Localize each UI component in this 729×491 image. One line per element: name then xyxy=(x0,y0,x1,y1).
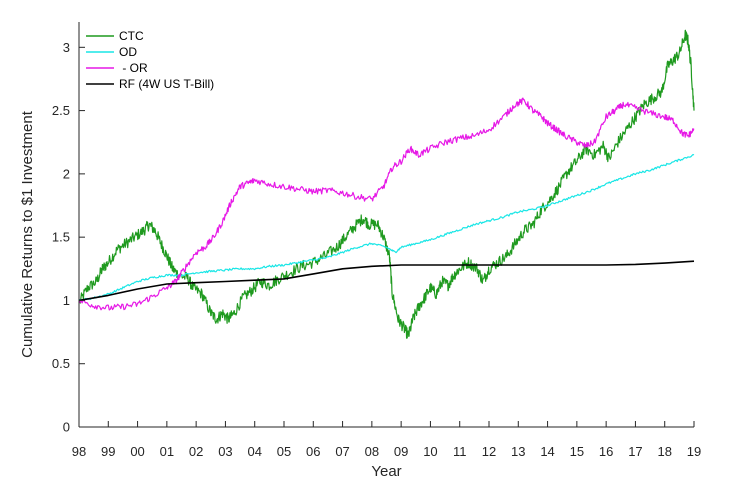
x-tick-label: 03 xyxy=(218,444,232,459)
x-tick-label: 09 xyxy=(394,444,408,459)
y-tick-label: 1.5 xyxy=(52,230,70,245)
x-tick-label: 10 xyxy=(423,444,437,459)
x-tick-label: 14 xyxy=(540,444,554,459)
y-tick-label: 1 xyxy=(63,293,70,308)
y-ticks: 0 0.5 1 1.5 2 2.5 3 xyxy=(52,40,85,435)
series-line-or xyxy=(78,97,695,311)
x-tick-label: 07 xyxy=(335,444,349,459)
series-layer xyxy=(78,29,695,339)
x-tick-label: 00 xyxy=(130,444,144,459)
legend: CTC OD - OR RF (4W US T-Bill) xyxy=(86,29,214,91)
legend-label-ctc: CTC xyxy=(119,29,144,43)
y-axis-title: Cumulative Returns to $1 Investment xyxy=(19,110,36,358)
x-tick-label: 05 xyxy=(277,444,291,459)
x-tick-label: 11 xyxy=(453,444,467,459)
y-tick-label: 3 xyxy=(63,40,70,55)
legend-label-or: - OR xyxy=(119,61,148,75)
x-tick-label: 18 xyxy=(657,444,671,459)
series-line-od xyxy=(78,153,695,302)
x-tick-label: 17 xyxy=(628,444,642,459)
x-tick-label: 02 xyxy=(189,444,203,459)
y-tick-label: 0.5 xyxy=(52,356,70,371)
y-tick-label: 2.5 xyxy=(52,103,70,118)
y-tick-label: 0 xyxy=(63,420,70,435)
y-tick-label: 2 xyxy=(63,166,70,181)
x-tick-label: 99 xyxy=(101,444,115,459)
x-tick-label: 12 xyxy=(482,444,496,459)
x-tick-label: 98 xyxy=(72,444,86,459)
x-tick-label: 13 xyxy=(511,444,525,459)
x-tick-label: 04 xyxy=(247,444,261,459)
series-line-rf-4w-us-t-bill xyxy=(78,260,695,302)
x-tick-label: 06 xyxy=(306,444,320,459)
x-tick-label: 01 xyxy=(160,444,174,459)
legend-label-od: OD xyxy=(119,45,137,59)
legend-label-rf-4w-us-t-bill: RF (4W US T-Bill) xyxy=(119,77,214,91)
x-tick-label: 08 xyxy=(365,444,379,459)
x-tick-label: 19 xyxy=(687,444,701,459)
x-ticks: 98 99 00 01 02 03 04 05 06 07 08 09 10 11 12 13 14 15 16 17… xyxy=(72,421,701,459)
x-tick-label: 16 xyxy=(599,444,613,459)
x-axis-title: Year xyxy=(371,463,401,480)
x-tick-label: 15 xyxy=(570,444,584,459)
